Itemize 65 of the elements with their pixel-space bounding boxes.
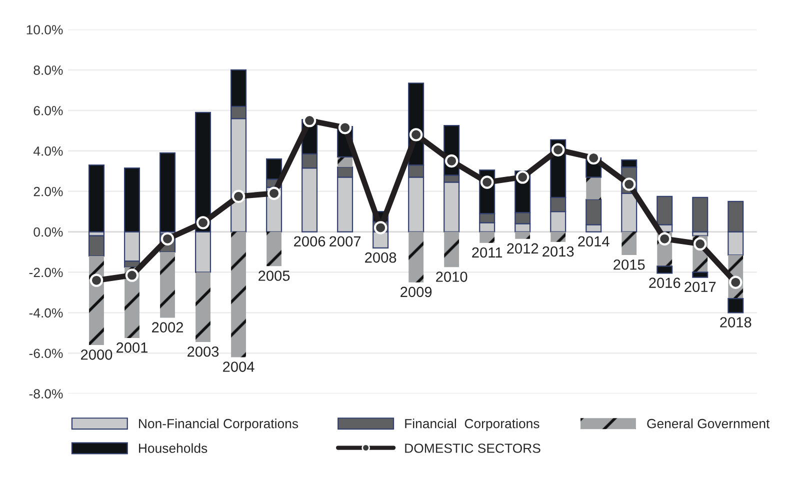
point (267, 186, 281, 200)
point (338, 121, 352, 134)
y-tick-label: 8.0% (34, 66, 63, 75)
bar (338, 156, 353, 168)
x-tick-label: 2014 (578, 236, 610, 247)
x-tick-label: 2008 (365, 252, 396, 263)
point (516, 170, 530, 184)
bar (586, 177, 602, 200)
bar (515, 232, 530, 239)
bar (480, 232, 495, 243)
bar (692, 196, 708, 232)
point (658, 232, 672, 246)
y-tick-label: -4.0% (29, 308, 63, 318)
bar (231, 232, 246, 358)
bar (408, 232, 424, 282)
point (694, 237, 707, 251)
bar (656, 266, 673, 274)
bar (622, 232, 637, 256)
x-tick-label: 2018 (720, 317, 752, 328)
bar (550, 232, 566, 242)
x-tick-label: 2011 (472, 247, 502, 258)
bar (160, 252, 175, 318)
point (232, 190, 246, 203)
point (90, 274, 104, 287)
point (196, 216, 210, 230)
y-tick-label: -2.0% (29, 268, 63, 278)
x-tick-label: 2002 (152, 322, 183, 333)
point (552, 143, 565, 156)
x-tick-label: 2016 (649, 278, 680, 288)
legend-label: DOMESTIC SECTORS (405, 444, 540, 453)
legend-label: General Government (647, 418, 770, 428)
point (409, 128, 423, 142)
point (125, 268, 139, 282)
x-tick-label: 2013 (542, 246, 574, 257)
y-tick-label: 6.0% (34, 106, 63, 116)
bar (88, 164, 105, 232)
bar (444, 232, 460, 268)
x-tick-label: 2000 (81, 349, 112, 360)
legend-label: Non-Financial Corporations (139, 418, 298, 431)
point (480, 176, 494, 189)
legend-label: Households (139, 443, 208, 453)
point (444, 154, 458, 168)
x-tick-label: 2001 (116, 342, 148, 353)
y-tick-label: -6.0% (29, 348, 63, 358)
bar (728, 298, 744, 314)
y-tick-label: 0.0% (34, 227, 63, 237)
x-tick-label: 2010 (436, 272, 468, 282)
x-tick-label: 2006 (294, 236, 326, 247)
x-tick-label: 2017 (684, 282, 716, 292)
bar (196, 272, 210, 342)
bar (266, 232, 282, 266)
y-tick-label: 4.0% (33, 146, 63, 156)
x-tick-label: 2012 (507, 243, 538, 254)
x-tick-label: 2015 (614, 259, 645, 270)
y-tick-label: 10.0% (26, 25, 63, 34)
x-tick-label: 2005 (258, 270, 290, 281)
x-tick-label: 2009 (400, 286, 432, 298)
x-tick-label: 2004 (223, 362, 254, 372)
y-tick-label: -8.0% (29, 389, 63, 399)
x-tick-label: 2007 (330, 236, 361, 247)
x-tick-label: 2003 (188, 346, 219, 357)
bar (692, 272, 708, 278)
legend-label: Financial Corporations (405, 418, 540, 431)
bar (88, 235, 105, 257)
y-tick-label: 2.0% (34, 186, 63, 196)
